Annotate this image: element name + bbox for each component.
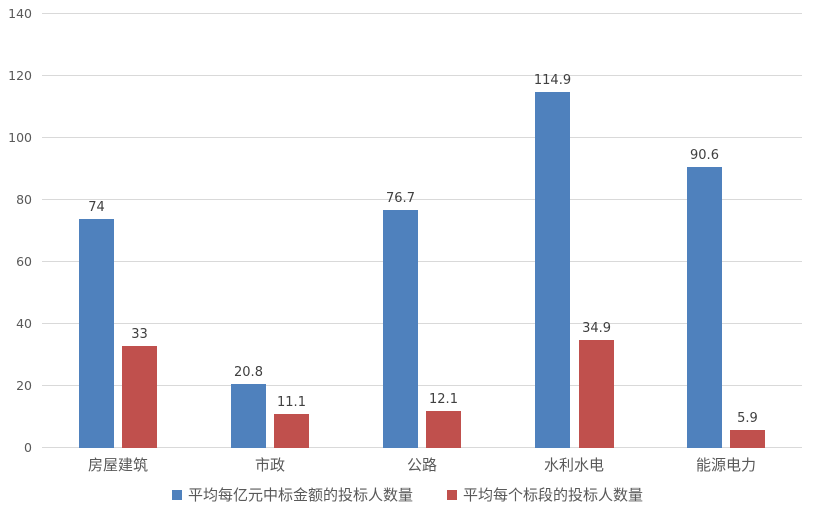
bar-group: 114.9 34.9 (498, 14, 650, 448)
category-label: 市政 (254, 456, 285, 474)
bar-column: 34.9 (579, 14, 615, 448)
bar-group: 74 33 (42, 14, 194, 448)
legend: 平均每亿元中标金额的投标人数量 平均每个标段的投标人数量 (0, 484, 815, 505)
bar-group: 76.7 12.1 (346, 14, 498, 448)
bar-value-label: 90.6 (690, 148, 719, 164)
category-label: 水利水电 (543, 456, 604, 474)
gridline (42, 137, 802, 138)
bar-column: 20.8 (231, 14, 266, 448)
legend-label: 平均每个标段的投标人数量 (463, 486, 644, 504)
category-label: 能源电力 (695, 456, 756, 474)
bar-column: 74 (79, 14, 114, 448)
y-tick-label: 20 (16, 378, 32, 393)
bar-value-label: 76.7 (386, 191, 415, 207)
bar[interactable] (79, 218, 114, 448)
bar[interactable] (730, 429, 765, 448)
bar-column: 114.9 (534, 14, 571, 448)
bar-column: 12.1 (426, 14, 461, 448)
bar-column: 90.6 (687, 14, 722, 448)
plot-area: 74 33 20.8 11.1 76.7 12.1 114.9 34.9 90.6 5.9 (42, 13, 802, 448)
category-label: 公路 (406, 456, 437, 474)
legend-swatch-icon (171, 489, 182, 500)
y-tick-label: 140 (8, 6, 32, 21)
bar[interactable] (383, 210, 418, 448)
bar-column: 76.7 (383, 14, 418, 448)
gridline (42, 385, 802, 386)
bar-value-label: 20.8 (234, 364, 263, 380)
bar-value-label: 74 (88, 199, 105, 215)
category-labels: 房屋建筑 市政 公路 水利水电 能源电力 (42, 454, 802, 475)
bar-value-label: 33 (131, 326, 148, 342)
bar-column: 5.9 (730, 14, 765, 448)
bar-value-label: 5.9 (737, 410, 758, 426)
bar-value-label: 11.1 (277, 394, 306, 410)
y-tick-label: 80 (16, 192, 32, 207)
y-tick-label: 40 (16, 316, 32, 331)
bar[interactable] (231, 383, 266, 448)
legend-label: 平均每亿元中标金额的投标人数量 (187, 486, 413, 504)
y-tick-label: 60 (16, 254, 32, 269)
bar[interactable] (579, 339, 615, 448)
bar-column: 33 (122, 14, 157, 448)
bar-group: 20.8 11.1 (194, 14, 346, 448)
bar-column: 11.1 (274, 14, 309, 448)
bars-row: 74 33 20.8 11.1 76.7 12.1 114.9 34.9 90.6 5.9 (42, 14, 802, 448)
gridline (42, 261, 802, 262)
gridline (42, 199, 802, 200)
y-tick-label: 100 (8, 130, 32, 145)
legend-item[interactable]: 平均每个标段的投标人数量 (447, 484, 643, 505)
bar[interactable] (687, 167, 722, 448)
gridline (42, 75, 802, 76)
bar-value-label: 114.9 (533, 72, 572, 88)
legend-swatch-icon (447, 489, 457, 500)
bar[interactable] (535, 91, 570, 448)
legend-item[interactable]: 平均每亿元中标金额的投标人数量 (171, 484, 413, 505)
gridline (42, 447, 802, 448)
y-axis-labels: 0 20 40 60 80 100 120 140 (0, 0, 32, 515)
bar[interactable] (122, 345, 157, 448)
bar-group: 90.6 5.9 (650, 14, 802, 448)
category-label: 房屋建筑 (87, 456, 148, 474)
y-tick-label: 120 (8, 68, 32, 83)
bar-value-label: 34.9 (582, 320, 612, 336)
gridline (42, 13, 802, 14)
y-tick-label: 0 (24, 440, 32, 455)
bar[interactable] (426, 410, 461, 448)
bar[interactable] (274, 413, 309, 448)
bar-value-label: 12.1 (429, 391, 458, 407)
gridline (42, 323, 802, 324)
